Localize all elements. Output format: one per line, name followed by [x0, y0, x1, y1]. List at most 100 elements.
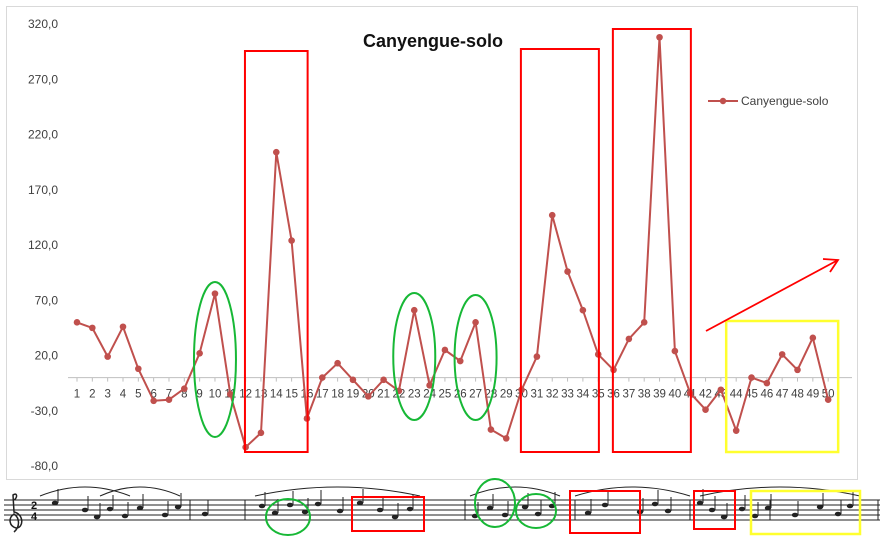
x-tick-label: 44 [730, 389, 743, 401]
y-tick-label: 70,0 [35, 293, 59, 307]
x-tick-label: 8 [181, 389, 187, 401]
x-tick-label: 3 [104, 389, 110, 401]
data-point [196, 349, 203, 357]
note-head [601, 502, 609, 508]
note-head [286, 502, 294, 508]
note-head [121, 513, 129, 519]
data-point [135, 365, 142, 373]
chart-title: Canyengue-solo [363, 31, 503, 51]
legend-label: Canyengue-solo [741, 94, 829, 108]
note-head [201, 511, 209, 517]
x-tick-label: 4 [120, 389, 127, 401]
chart-area [6, 6, 858, 480]
note-head [708, 507, 716, 513]
annotations [192, 28, 840, 454]
highlight-box-red [519, 48, 600, 453]
data-point [456, 357, 464, 365]
staff-highlight-ellipse-green [515, 493, 557, 529]
data-point [257, 429, 265, 437]
data-point [625, 335, 633, 343]
note-head [791, 512, 799, 518]
note-head [738, 506, 746, 512]
music-staff: 24 [4, 478, 880, 536]
note-head [584, 510, 592, 516]
x-tick-label: 31 [531, 389, 544, 401]
x-tick-label: 21 [377, 389, 390, 401]
series-line [73, 33, 832, 451]
data-point [104, 353, 111, 360]
data-point [73, 319, 81, 326]
x-tick-label: 29 [500, 389, 513, 401]
x-tick-label: 46 [760, 389, 773, 401]
treble-clef-icon [9, 493, 23, 533]
highlight-box-red [243, 50, 309, 453]
y-tick-label: 120,0 [28, 238, 58, 252]
data-point [380, 376, 387, 384]
time-signature-bottom: 4 [31, 511, 38, 523]
time-signature-top: 2 [31, 500, 37, 512]
data-point [334, 359, 341, 367]
x-tick-label: 39 [653, 389, 666, 401]
x-tick-label: 25 [439, 389, 452, 401]
data-point [548, 211, 556, 219]
note-head [764, 505, 772, 511]
note-head [106, 506, 114, 512]
highlight-ellipse-green [392, 292, 437, 421]
x-tick-label: 42 [699, 389, 712, 401]
data-point [748, 374, 755, 381]
x-tick-label: 40 [668, 389, 681, 401]
highlight-ellipse-green [453, 294, 498, 421]
data-point [410, 306, 418, 314]
note-head [846, 503, 854, 509]
data-point [272, 148, 280, 156]
note-head [81, 507, 89, 513]
note-head [314, 501, 322, 507]
note-head [161, 512, 169, 518]
staff-highlight-box-red [693, 490, 736, 530]
trend-arrow [705, 259, 839, 332]
data-point [732, 427, 740, 434]
x-tick-label: 5 [135, 389, 141, 401]
note-head [696, 500, 704, 506]
x-tick-label: 18 [331, 389, 344, 401]
note-head [93, 514, 101, 520]
data-point [181, 385, 188, 392]
x-tick-label: 9 [196, 389, 202, 401]
note-head [301, 509, 309, 515]
note-head [136, 505, 144, 511]
x-tick-label: 6 [150, 389, 156, 401]
data-point [426, 382, 433, 389]
data-point [364, 393, 372, 400]
data-point [778, 351, 786, 358]
x-tick-label: 13 [255, 389, 268, 401]
note-head [51, 500, 59, 506]
x-tick-label: 2 [89, 389, 95, 401]
x-tick-label: 38 [638, 389, 651, 401]
data-point [824, 396, 832, 404]
highlight-box-yellow [724, 319, 840, 454]
note-head [651, 501, 659, 507]
staff-highlight-box-red [569, 490, 641, 534]
data-point [211, 290, 219, 297]
data-point [487, 426, 495, 433]
slur-mark [699, 486, 861, 497]
data-point [717, 386, 725, 394]
x-tick-label: 17 [316, 389, 329, 401]
legend-marker-icon [719, 97, 727, 105]
note-head [534, 511, 542, 517]
x-tick-label: 23 [408, 389, 421, 401]
y-tick-label: -80,0 [31, 459, 59, 473]
slur-mark [39, 486, 131, 497]
note-head [406, 506, 414, 512]
x-tick-label: 10 [209, 389, 222, 401]
x-tick-label: 49 [806, 389, 819, 401]
trend-arrow-head-icon [822, 258, 840, 273]
x-tick-label: 1 [74, 389, 80, 401]
note-head [271, 510, 279, 516]
note-head [258, 503, 266, 509]
note-head [834, 511, 842, 517]
data-point [564, 268, 571, 275]
y-tick-label: 20,0 [35, 349, 59, 363]
x-tick-label: 32 [546, 389, 559, 401]
note-head [336, 508, 344, 514]
